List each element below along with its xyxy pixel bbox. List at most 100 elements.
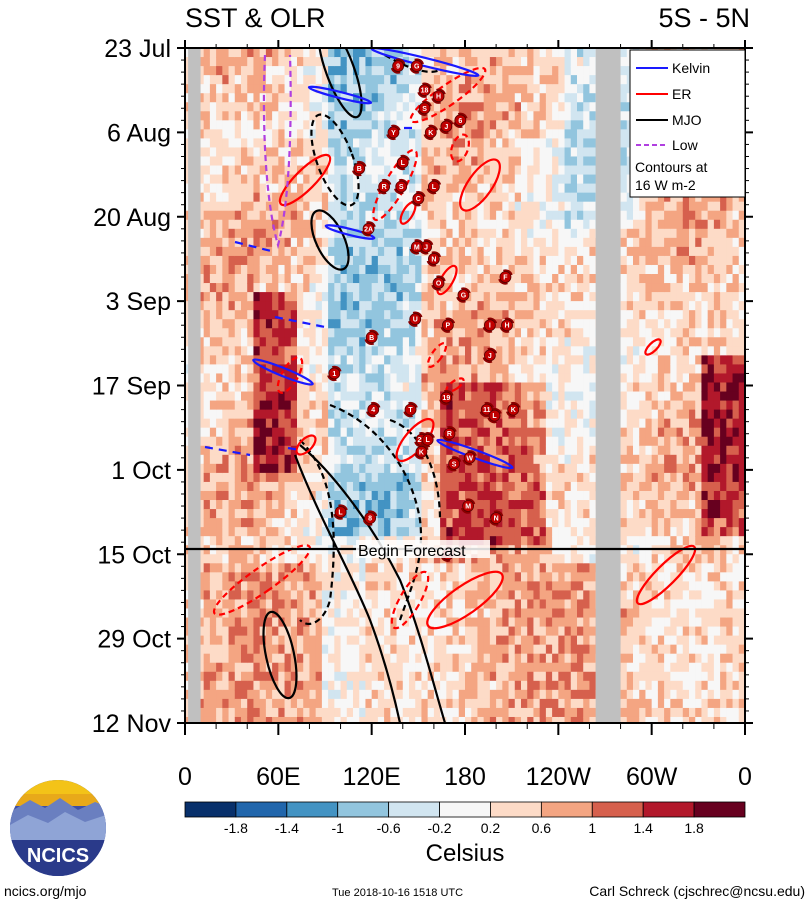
- heatmap-cell: [396, 436, 404, 447]
- heatmap-cell: [458, 183, 466, 194]
- heatmap-cell: [577, 391, 584, 402]
- heatmap-cell: [222, 698, 230, 709]
- heatmap-cell: [558, 84, 566, 94]
- heatmap-cell: [197, 246, 205, 257]
- heatmap-cell: [359, 337, 366, 347]
- heatmap-cell: [471, 120, 478, 130]
- heatmap-cell: [259, 518, 267, 528]
- heatmap-cell: [377, 319, 385, 329]
- heatmap-cell: [384, 716, 391, 723]
- heatmap-cell: [570, 346, 578, 356]
- heatmap-cell: [234, 337, 242, 347]
- heatmap-cell: [521, 554, 528, 564]
- heatmap-cell: [216, 129, 223, 139]
- heatmap-cell: [558, 554, 566, 564]
- heatmap-cell: [303, 680, 310, 691]
- heatmap-cell: [209, 93, 217, 103]
- heatmap-cell: [359, 481, 366, 492]
- heatmap-cell: [228, 527, 236, 537]
- heatmap-cell: [315, 111, 323, 121]
- heatmap-cell: [508, 111, 516, 121]
- heatmap-cell: [384, 500, 391, 510]
- heatmap-cell: [359, 617, 366, 628]
- heatmap-cell: [415, 454, 422, 465]
- heatmap-cell: [589, 301, 597, 311]
- heatmap-cell: [297, 75, 304, 85]
- heatmap-cell: [552, 274, 559, 284]
- heatmap-cell: [297, 219, 304, 230]
- heatmap-cell: [390, 644, 398, 655]
- heatmap-cell: [321, 581, 329, 591]
- heatmap-cell: [583, 617, 590, 628]
- heatmap-cell: [545, 93, 553, 103]
- heatmap-cell: [209, 102, 217, 112]
- heatmap-cell: [371, 138, 379, 148]
- heatmap-cell: [390, 183, 398, 194]
- heatmap-cell: [440, 689, 447, 700]
- heatmap-cell: [552, 599, 559, 609]
- heatmap-cell: [265, 301, 273, 311]
- heatmap-cell: [427, 93, 435, 103]
- heatmap-cell: [527, 246, 534, 257]
- heatmap-cell: [303, 454, 310, 465]
- heatmap-cell: [359, 653, 366, 664]
- heatmap-cell: [446, 671, 454, 682]
- heatmap-cell: [253, 391, 261, 402]
- heatmap-cell: [284, 427, 292, 438]
- heatmap-cell: [427, 527, 435, 537]
- heatmap-cell: [440, 246, 447, 257]
- heatmap-cell: [334, 165, 342, 176]
- heatmap-cell: [533, 490, 541, 501]
- heatmap-cell: [216, 210, 223, 221]
- heatmap-cell: [477, 219, 485, 230]
- heatmap-cell: [452, 66, 460, 76]
- heatmap-cell: [222, 165, 230, 176]
- heatmap-cell: [552, 400, 559, 411]
- heatmap-cell: [216, 373, 223, 383]
- heatmap-cell: [521, 138, 528, 148]
- heatmap-cell: [471, 210, 478, 221]
- heatmap-cell: [222, 57, 230, 67]
- heatmap-cell: [284, 301, 292, 311]
- heatmap-cell: [228, 644, 236, 655]
- heatmap-cell: [384, 518, 391, 528]
- heatmap-cell: [321, 102, 329, 112]
- heatmap-cell: [353, 644, 360, 655]
- heatmap-cell: [303, 554, 310, 564]
- heatmap-cell: [446, 518, 454, 528]
- heatmap-cell: [552, 373, 559, 383]
- heatmap-cell: [502, 183, 510, 194]
- heatmap-cell: [552, 174, 559, 185]
- heatmap-cell: [228, 572, 236, 582]
- heatmap-cell: [321, 264, 329, 275]
- heatmap-cell: [272, 255, 279, 266]
- heatmap-cell: [278, 120, 286, 130]
- heatmap-cell: [346, 509, 354, 519]
- heatmap-cell: [234, 192, 242, 203]
- heatmap-cell: [216, 707, 223, 718]
- heatmap-cell: [545, 662, 553, 673]
- heatmap-cell: [272, 210, 279, 221]
- heatmap-cell: [228, 716, 236, 723]
- heatmap-cell: [465, 373, 472, 383]
- heatmap-cell: [471, 228, 478, 239]
- heatmap-cell: [545, 572, 553, 582]
- heatmap-cell: [216, 653, 223, 664]
- heatmap-cell: [365, 57, 373, 67]
- heatmap-cell: [508, 165, 516, 176]
- heatmap-cell: [589, 274, 597, 284]
- heatmap-cell: [228, 255, 236, 266]
- heatmap-cell: [253, 518, 261, 528]
- heatmap-cell: [241, 436, 248, 447]
- heatmap-cell: [222, 364, 230, 374]
- heatmap-cell: [570, 680, 578, 691]
- heatmap-cell: [458, 210, 466, 221]
- heatmap-cell: [390, 373, 398, 383]
- heatmap-cell: [209, 174, 217, 185]
- heatmap-cell: [489, 500, 497, 510]
- heatmap-cell: [265, 490, 273, 501]
- heatmap-cell: [259, 680, 267, 691]
- heatmap-cell: [489, 427, 497, 438]
- heatmap-cell: [477, 581, 485, 591]
- heatmap-cell: [365, 274, 373, 284]
